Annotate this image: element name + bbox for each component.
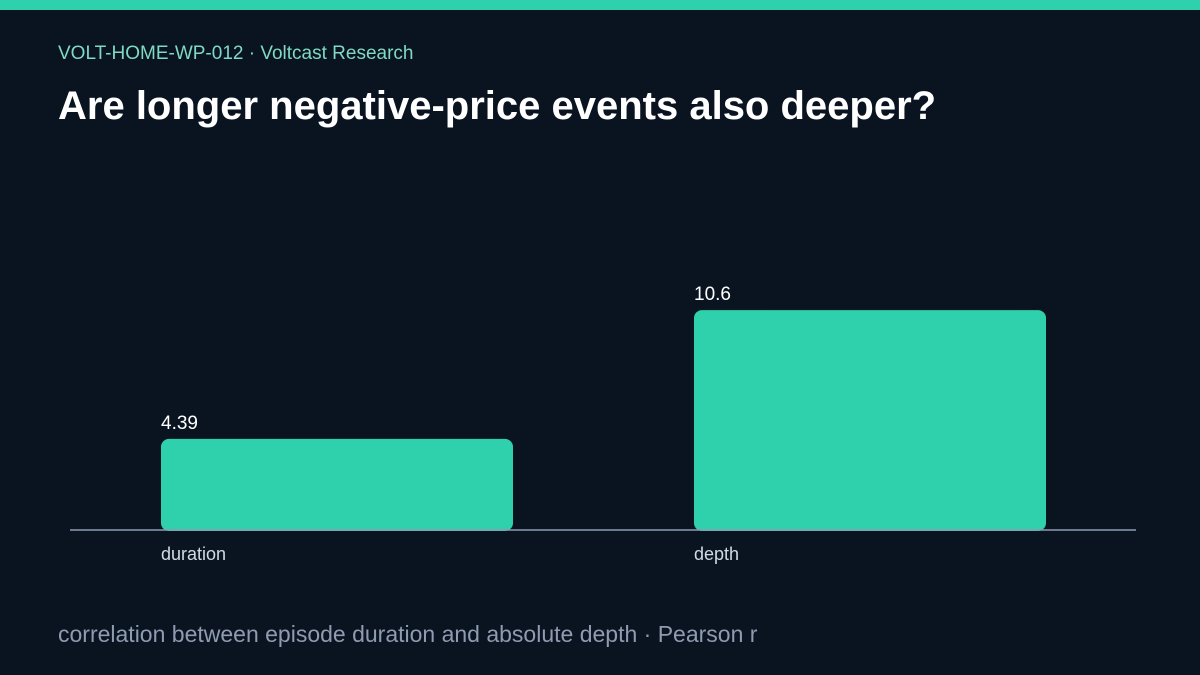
report-eyebrow: VOLT-HOME-WP-012 · Voltcast Research <box>58 43 414 64</box>
accent-top-bar <box>0 0 1200 10</box>
value-label-duration: 4.39 <box>161 413 198 434</box>
labels-layer: 4.39 duration 10.6 depth <box>161 284 739 564</box>
chart-footnote: correlation between episode duration and… <box>58 621 758 647</box>
x-tick-label-depth: depth <box>694 544 739 564</box>
chart-title: Are longer negative-price events also de… <box>58 84 937 128</box>
bars-layer <box>161 310 1046 531</box>
bar-depth <box>694 310 1046 531</box>
x-tick-label-duration: duration <box>161 544 226 564</box>
value-label-depth: 10.6 <box>694 284 731 305</box>
bar-duration <box>161 438 513 531</box>
